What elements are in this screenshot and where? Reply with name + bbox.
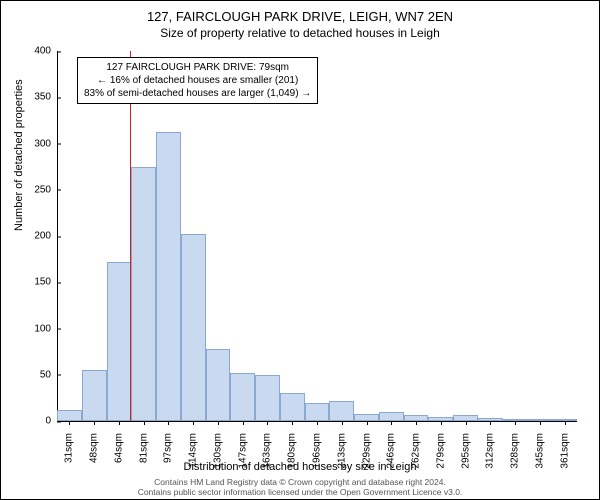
x-tick-mark [565,421,566,425]
annotation-line3: 83% of semi-detached houses are larger (… [84,87,311,100]
y-tick: 350 [34,92,57,103]
x-tick-mark [144,421,145,425]
x-tick-label: 97sqm [163,427,174,463]
x-tick-mark [466,421,467,425]
x-tick-label: 48sqm [89,427,100,463]
footer: Contains HM Land Registry data © Crown c… [1,477,599,497]
x-tick-mark [342,421,343,425]
bar [255,375,280,421]
annotation-line2: ← 16% of detached houses are smaller (20… [84,74,311,87]
annotation-line1: 127 FAIRCLOUGH PARK DRIVE: 79sqm [84,61,311,74]
plot-area: 050100150200250300350400 31sqm48sqm64sqm… [57,51,577,421]
bar [230,373,255,421]
bar [156,132,181,421]
x-tick-label: 81sqm [138,427,149,463]
annotation-box: 127 FAIRCLOUGH PARK DRIVE: 79sqm ← 16% o… [77,57,318,104]
x-tick-mark [267,421,268,425]
x-tick-mark [441,421,442,425]
x-tick-label: 31sqm [64,427,75,463]
bar [206,349,231,421]
bars-region [57,51,577,422]
x-tick-mark [515,421,516,425]
x-tick-label: 64sqm [113,427,124,463]
y-tick: 100 [34,323,57,334]
x-tick-mark [218,421,219,425]
y-tick: 400 [34,46,57,57]
bar [354,414,379,421]
bar [57,410,82,421]
x-tick-mark [416,421,417,425]
chart-title: 127, FAIRCLOUGH PARK DRIVE, LEIGH, WN7 2… [1,9,599,24]
bar [107,262,132,421]
y-axis-label: Number of detached properties [13,79,25,231]
y-tick: 250 [34,184,57,195]
y-tick: 50 [40,369,57,380]
chart-subtitle: Size of property relative to detached ho… [1,26,599,40]
bar [131,167,156,421]
bar [379,412,404,421]
y-tick: 150 [34,277,57,288]
x-tick-mark [367,421,368,425]
x-tick-mark [94,421,95,425]
y-tick: 0 [45,416,57,427]
x-tick-mark [69,421,70,425]
bar [82,370,107,421]
x-tick-mark [540,421,541,425]
x-tick-mark [193,421,194,425]
marker-line [130,51,131,421]
x-tick-mark [243,421,244,425]
x-axis-label: Distribution of detached houses by size … [1,461,599,473]
bar [280,393,305,421]
footer-line2: Contains public sector information licen… [1,487,599,497]
bar [181,234,206,421]
footer-line1: Contains HM Land Registry data © Crown c… [1,477,599,487]
x-tick-mark [168,421,169,425]
y-tick: 300 [34,138,57,149]
x-tick-mark [317,421,318,425]
x-tick-mark [119,421,120,425]
bar [305,403,330,422]
x-tick-mark [292,421,293,425]
chart-container: 127, FAIRCLOUGH PARK DRIVE, LEIGH, WN7 2… [0,0,600,500]
x-tick-mark [391,421,392,425]
x-tick-mark [490,421,491,425]
y-tick: 200 [34,231,57,242]
bar [329,401,354,421]
